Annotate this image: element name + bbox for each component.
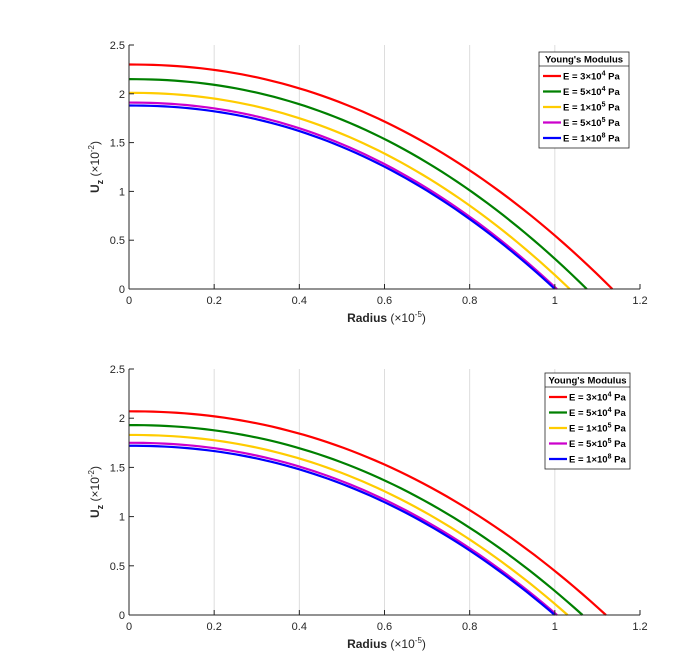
x-tick-label: 1 xyxy=(552,621,558,633)
y-axis-label: Uz (×10-2) xyxy=(87,141,105,193)
legend-entry: E = 5×104 Pa xyxy=(569,407,626,419)
x-tick-label: 0.4 xyxy=(292,621,307,633)
series-line-5 xyxy=(128,444,556,616)
legend-entry: E = 1×108 Pa xyxy=(563,133,620,145)
x-tick-label: 0.6 xyxy=(377,295,392,307)
y-tick-label: 0 xyxy=(119,284,125,296)
y-tick-label: 2 xyxy=(119,413,125,425)
legend-title: Young's Modulus xyxy=(545,55,623,66)
x-tick-label: 0 xyxy=(126,295,132,307)
legend-entry: E = 1×105 Pa xyxy=(569,423,626,435)
x-tick-label: 1 xyxy=(552,295,558,307)
y-tick-label: 1 xyxy=(119,512,125,524)
legend-title: Young's Modulus xyxy=(548,376,626,387)
series-line-2 xyxy=(128,78,588,290)
y-tick-label: 2.5 xyxy=(110,364,125,376)
y-tick-label: 0.5 xyxy=(110,561,125,573)
x-axis-label: Radius (×10-5) xyxy=(347,310,426,325)
legend: Young's Modulus E = 3×104 Pa E = 5×104 Pa E… xyxy=(544,372,631,470)
x-tick-label: 0.2 xyxy=(207,621,222,633)
x-tick-label: 0.4 xyxy=(292,295,307,307)
x-axis-label: Radius (×10-5) xyxy=(347,636,426,651)
y-tick-label: 2.5 xyxy=(110,40,125,52)
chart-1: 0 0.2 0.4 0.6 0.8 1 1.2 0 0.5 1 1.5 2 2.5 Radius (×10… xyxy=(87,40,648,325)
legend-entry: E = 1×108 Pa xyxy=(569,454,626,466)
y-axis-label: Uz (×10-2) xyxy=(87,466,105,518)
legend-entry: E = 1×105 Pa xyxy=(563,102,620,114)
x-tick-label: 1.2 xyxy=(632,621,647,633)
legend-entry: E = 3×104 Pa xyxy=(563,71,620,83)
y-tick-label: 2 xyxy=(119,89,125,101)
series-line-1 xyxy=(128,410,607,616)
series-line-5 xyxy=(128,104,556,290)
legend-entry: E = 3×104 Pa xyxy=(569,392,626,404)
y-tick-label: 0 xyxy=(119,610,125,622)
x-tick-label: 1.2 xyxy=(632,295,647,307)
legend-entry: E = 5×105 Pa xyxy=(563,117,620,129)
chart-2: 0 0.2 0.4 0.6 0.8 1 1.2 0 0.5 1 1.5 2 2.5 Radius (×10… xyxy=(87,364,648,651)
legend-box xyxy=(538,51,630,149)
series-line-3 xyxy=(128,91,571,290)
series-line-3 xyxy=(128,433,569,616)
series-line-4 xyxy=(128,101,558,290)
series-line-1 xyxy=(128,63,614,290)
y-tick-label: 1 xyxy=(119,186,125,198)
x-tick-label: 0 xyxy=(126,621,132,633)
x-tick-label: 0.6 xyxy=(377,621,392,633)
legend-entry: E = 5×105 Pa xyxy=(569,438,626,450)
series-line-2 xyxy=(128,423,584,616)
y-tick-label: 1.5 xyxy=(110,138,125,150)
legend-entry: E = 5×104 Pa xyxy=(563,86,620,98)
legend: Young's Modulus E = 3×104 Pa E = 5×104 Pa E… xyxy=(538,51,630,149)
x-tick-label: 0.8 xyxy=(462,295,477,307)
series-line-4 xyxy=(128,441,558,616)
y-tick-label: 0.5 xyxy=(110,235,125,247)
x-tick-label: 0.8 xyxy=(462,621,477,633)
y-tick-label: 1.5 xyxy=(110,462,125,474)
x-tick-label: 0.2 xyxy=(207,295,222,307)
legend-box xyxy=(544,372,631,470)
